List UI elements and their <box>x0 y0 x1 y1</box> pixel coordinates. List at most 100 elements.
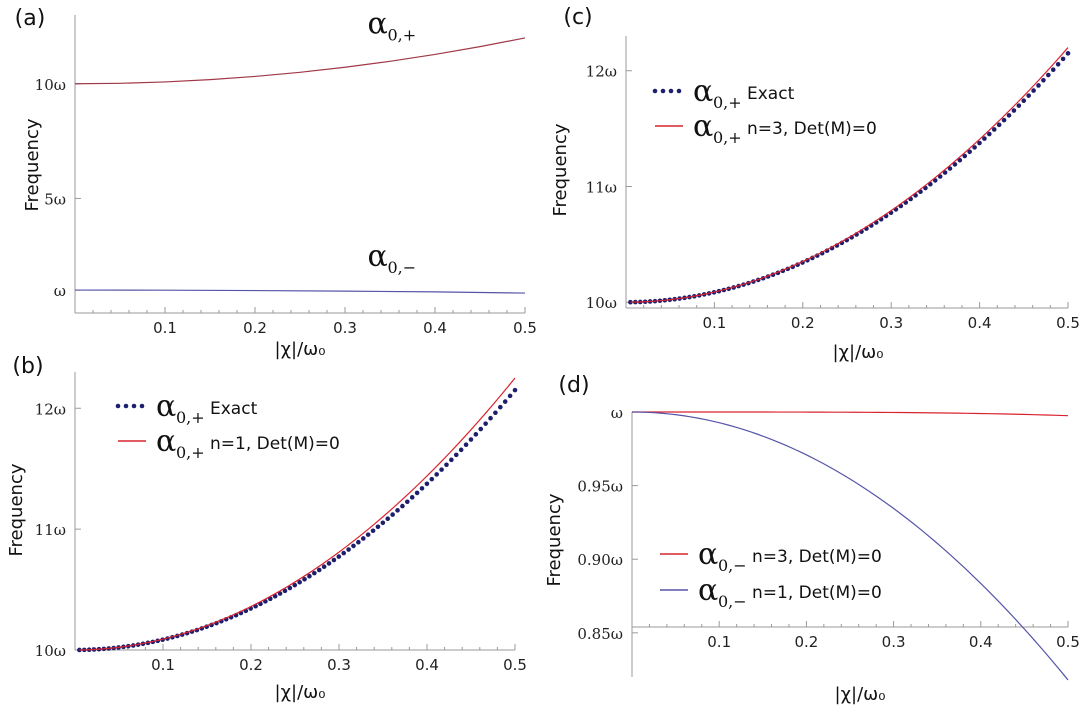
legend-alpha-subscript: 0,+ <box>176 408 205 427</box>
data-point <box>991 127 997 132</box>
data-point <box>962 153 968 159</box>
series-line <box>74 289 526 294</box>
x-tick-label: 0.2 <box>794 633 818 651</box>
data-point <box>272 593 278 599</box>
panel-b: 0.1 0.2 0.3 0.4 0.5 10ω 11ω 12ω (b) Frequency |χ|/… <box>6 354 527 703</box>
data-point <box>395 508 400 513</box>
data-point <box>478 426 484 432</box>
data-point <box>302 576 307 582</box>
x-tick-label: 0.3 <box>879 314 903 332</box>
data-point <box>449 457 454 463</box>
data-point <box>360 536 366 541</box>
legend-dot <box>660 88 666 94</box>
legend-alpha-subscript: 0,+ <box>176 443 205 462</box>
legend-entry: α 0,+ Exact <box>115 389 258 427</box>
panel-a: 0.1 0.2 0.3 0.4 0.5 ω 5ω 10ω (a) Frequency |χ|/ω₀ α… <box>15 6 537 360</box>
data-point <box>1046 72 1051 78</box>
data-point <box>341 550 346 556</box>
y-tick-label: 12ω <box>586 63 617 81</box>
y-tick-label: 10ω <box>35 642 66 660</box>
legend-dot <box>139 403 145 409</box>
data-point <box>502 399 508 404</box>
x-tick-label: 0.4 <box>969 633 993 651</box>
data-point <box>424 481 430 487</box>
series-line <box>631 411 1069 681</box>
legend-alpha-symbol: α <box>693 74 713 109</box>
y-axis-label: Frequency <box>550 123 571 216</box>
legend-alpha-symbol: α <box>698 573 718 608</box>
data-point <box>996 122 1002 128</box>
data-point <box>346 547 351 552</box>
data-point <box>439 467 444 472</box>
data-point <box>1006 113 1012 118</box>
legend-alpha-symbol: α <box>693 109 713 144</box>
data-point <box>297 579 302 585</box>
data-point <box>419 486 425 491</box>
data-point <box>409 495 415 500</box>
data-point <box>1055 62 1061 67</box>
legend-text: n=1, Det(M)=0 <box>752 583 882 603</box>
data-point <box>375 524 381 530</box>
annotation-alpha-symbol: α <box>368 6 388 41</box>
data-point <box>947 166 953 171</box>
series-line <box>630 47 1069 303</box>
data-point <box>77 647 82 653</box>
legend-alpha-symbol: α <box>698 537 718 572</box>
series-line <box>631 411 1069 681</box>
legend-text: n=3, Det(M)=0 <box>752 547 882 567</box>
x-tick-label: 0.5 <box>513 319 537 337</box>
legend-text: n=3, Det(M)=0 <box>747 119 877 139</box>
x-tick-label: 0.1 <box>707 633 731 651</box>
x-tick-label: 0.1 <box>153 319 177 337</box>
legend-entry: α 0,+ Exact <box>652 74 795 112</box>
legend-entry: α 0,+ n=3, Det(M)=0 <box>655 109 877 147</box>
series-line <box>74 37 526 85</box>
data-point <box>1050 67 1056 72</box>
data-point <box>282 588 288 594</box>
data-point <box>1036 83 1041 88</box>
data-point <box>292 582 298 588</box>
data-point <box>1011 108 1017 113</box>
series-line <box>630 47 1069 303</box>
y-axis-label: Frequency <box>22 118 43 211</box>
y-tick-label: 5ω <box>44 190 66 208</box>
data-point <box>370 528 376 534</box>
data-point <box>365 532 371 537</box>
y-tick-label: 11ω <box>35 521 66 539</box>
y-tick-label: ω <box>611 404 623 422</box>
x-tick-label: 0.4 <box>415 656 439 674</box>
data-point <box>453 452 459 458</box>
x-tick-label: 0.1 <box>151 656 175 674</box>
data-point <box>1026 93 1031 98</box>
y-tick-label: 0.90ω <box>577 551 623 569</box>
annotation-alpha-symbol: α <box>368 239 388 274</box>
data-point <box>434 472 439 477</box>
data-point <box>390 512 395 517</box>
data-point <box>512 387 518 393</box>
x-tick-label: 0.2 <box>791 314 815 332</box>
y-tick-label: 0.85ω <box>577 625 623 643</box>
x-tick-label: 0.3 <box>333 319 357 337</box>
legend-text: n=1, Det(M)=0 <box>210 434 340 454</box>
data-point <box>473 432 479 437</box>
x-axis-label: |χ|/ω₀ <box>835 684 886 705</box>
x-axis-label: |χ|/ω₀ <box>275 339 326 360</box>
x-tick-label: 0.4 <box>423 319 447 337</box>
x-tick-label: 0.2 <box>239 656 263 674</box>
y-axis-label: Frequency <box>6 463 27 556</box>
legend-entry: α 0,− n=1, Det(M)=0 <box>660 573 882 611</box>
legend-dot <box>652 88 658 94</box>
y-axis-label: Frequency <box>544 493 565 586</box>
y-tick-label: 10ω <box>35 76 66 94</box>
data-point <box>307 573 312 579</box>
y-tick-label: 10ω <box>586 294 617 312</box>
data-point <box>498 404 503 410</box>
data-point <box>1001 117 1007 123</box>
data-point <box>321 564 327 569</box>
panel-c: 0.1 0.2 0.3 0.4 0.5 10ω 11ω 12ω (c) Frequency |χ|/… <box>550 5 1080 363</box>
data-point <box>967 149 972 155</box>
y-tick-label: 11ω <box>586 178 617 196</box>
x-tick-label: 0.1 <box>702 314 726 332</box>
data-point <box>488 415 493 421</box>
legend-text: Exact <box>747 84 795 104</box>
